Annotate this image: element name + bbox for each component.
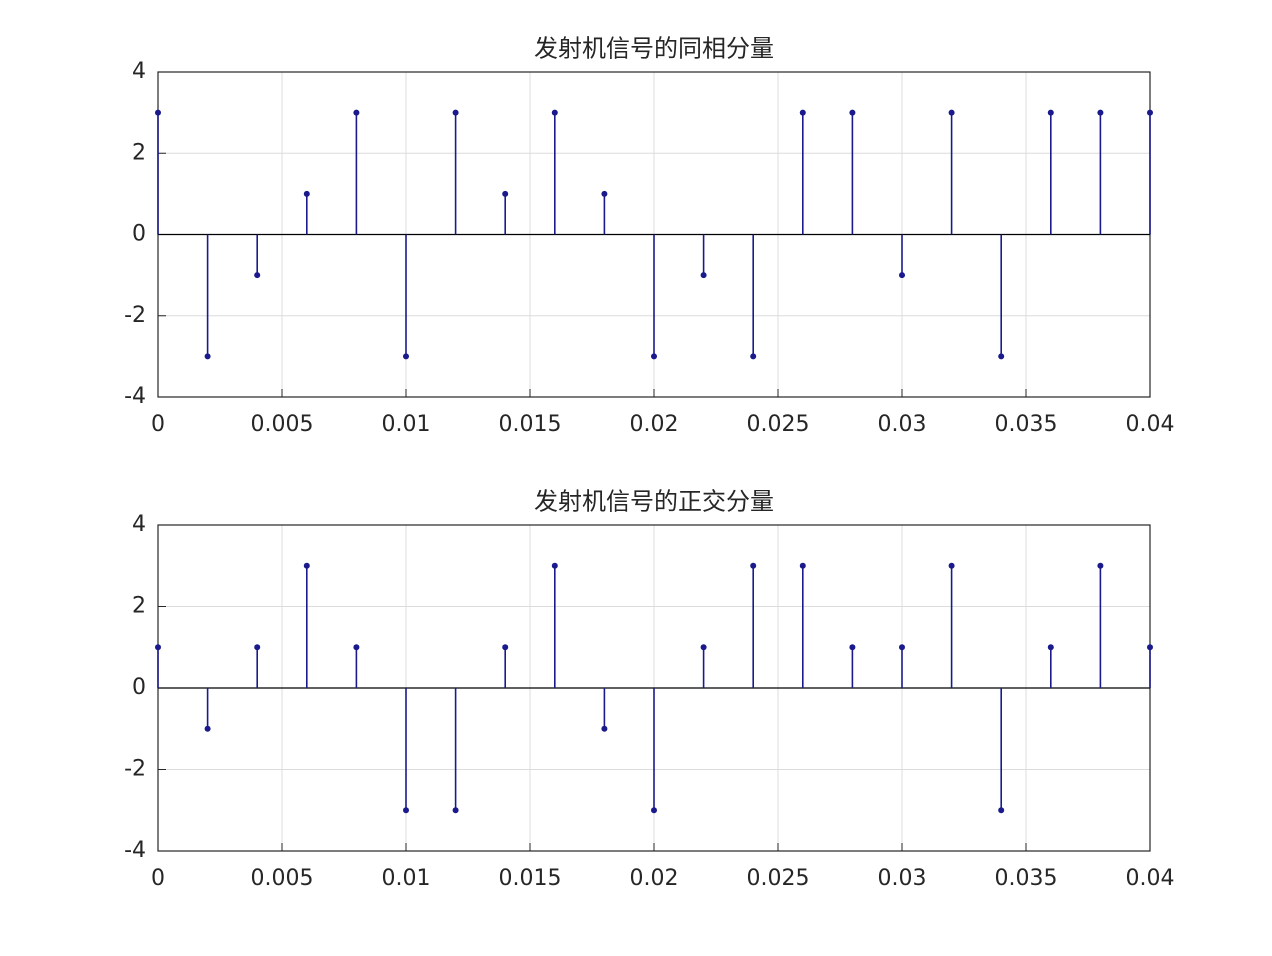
stem-marker: [750, 353, 757, 360]
y-tick-label: -4: [124, 384, 146, 409]
stem-marker: [353, 644, 360, 651]
stem-marker: [849, 644, 856, 651]
x-tick-label: 0: [151, 866, 165, 891]
stem-marker: [502, 644, 509, 651]
y-tick-label: -4: [124, 838, 146, 863]
stem-marker: [502, 190, 509, 197]
stem-marker: [353, 109, 360, 116]
stem-marker: [601, 190, 608, 197]
stem-marker: [254, 272, 261, 279]
stem-marker: [651, 807, 657, 814]
stem-marker: [254, 644, 261, 651]
x-tick-label: 0.005: [251, 412, 314, 437]
x-tick-label: 0.04: [1126, 412, 1175, 437]
stem-marker: [204, 725, 211, 732]
y-tick-label: 2: [132, 140, 146, 165]
y-tick-label: -2: [124, 303, 146, 328]
stem-marker: [155, 109, 161, 116]
stem-marker: [1047, 644, 1054, 651]
stem-marker: [155, 644, 161, 651]
stem-marker: [1097, 109, 1104, 116]
y-tick-label: 2: [132, 594, 146, 619]
x-tick-label: 0.035: [995, 412, 1058, 437]
stem-marker: [303, 562, 310, 569]
x-tick-label: 0.04: [1126, 866, 1175, 891]
stem-marker: [899, 644, 905, 651]
stem-marker: [403, 353, 409, 360]
y-tick-label: 0: [132, 675, 146, 700]
stem-marker: [303, 190, 310, 197]
y-tick-label: 4: [132, 59, 146, 84]
stem-marker: [799, 109, 806, 116]
stem-marker: [551, 109, 558, 116]
stem-marker: [998, 807, 1005, 814]
y-tick-label: 4: [132, 512, 146, 537]
chart-title: 发射机信号的同相分量: [534, 35, 774, 63]
stem-marker: [452, 807, 459, 814]
stem-marker: [1047, 109, 1054, 116]
x-tick-label: 0.025: [747, 866, 810, 891]
chart-title: 发射机信号的正交分量: [534, 488, 774, 516]
stem-marker: [948, 109, 955, 116]
x-tick-label: 0.03: [878, 412, 927, 437]
x-tick-label: 0.02: [630, 866, 679, 891]
stem-marker: [1097, 562, 1104, 569]
x-tick-label: 0.025: [747, 412, 810, 437]
stem-marker: [799, 562, 806, 569]
stem-marker: [948, 562, 955, 569]
stem-marker: [700, 644, 707, 651]
stem-marker: [651, 353, 657, 360]
y-tick-label: -2: [124, 757, 146, 782]
stem-marker: [700, 272, 707, 279]
stem-marker: [998, 353, 1005, 360]
x-tick-label: 0.005: [251, 866, 314, 891]
stem-marker: [452, 109, 459, 116]
x-tick-label: 0.035: [995, 866, 1058, 891]
y-tick-label: 0: [132, 222, 146, 247]
x-tick-label: 0.03: [878, 866, 927, 891]
stem-marker: [849, 109, 856, 116]
x-tick-label: 0.015: [499, 412, 562, 437]
stem-marker: [204, 353, 211, 360]
x-tick-label: 0.02: [630, 412, 679, 437]
stem-marker: [899, 272, 905, 279]
stem-marker: [1147, 644, 1153, 651]
x-tick-label: 0: [151, 412, 165, 437]
stem-marker: [750, 562, 757, 569]
x-tick-label: 0.01: [382, 412, 431, 437]
stem-marker: [551, 562, 558, 569]
stem-marker: [403, 807, 409, 814]
x-tick-label: 0.01: [382, 866, 431, 891]
x-tick-label: 0.015: [499, 866, 562, 891]
stem-marker: [601, 725, 608, 732]
stem-marker: [1147, 109, 1153, 116]
